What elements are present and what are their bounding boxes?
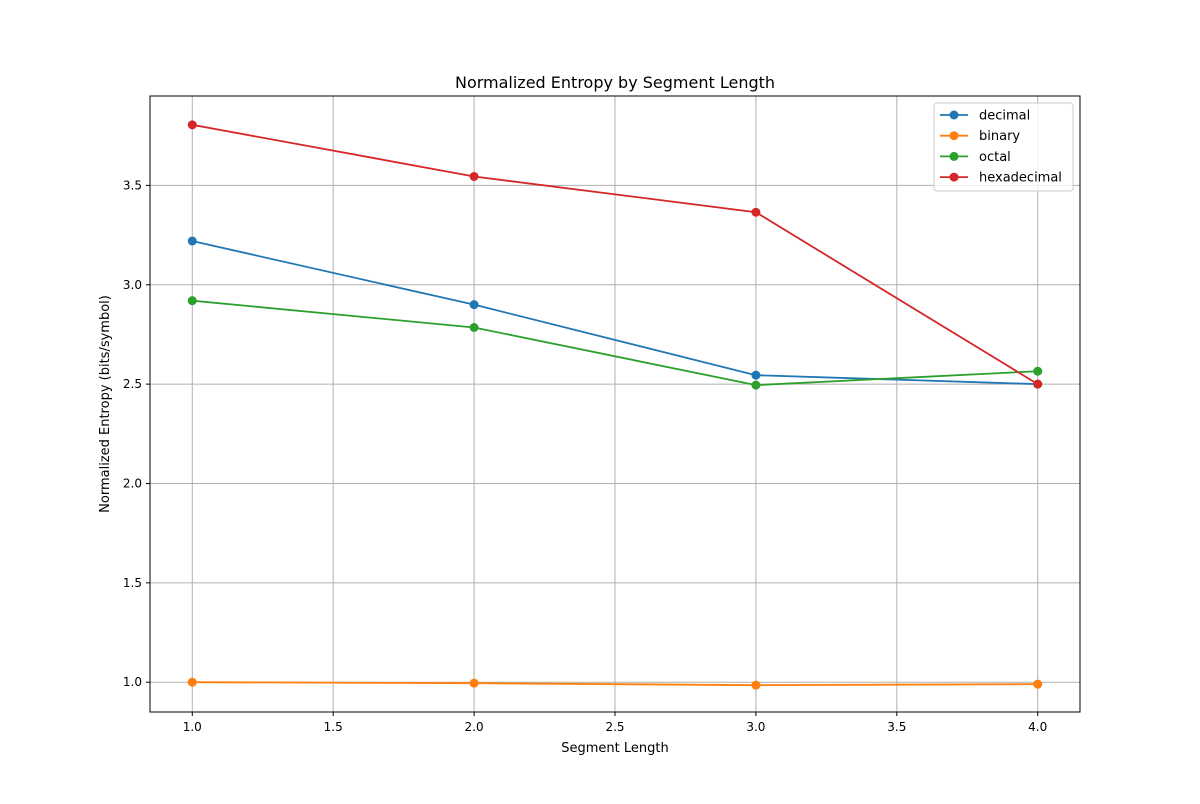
data-point-octal: [469, 322, 479, 332]
data-point-decimal: [187, 236, 197, 246]
series-line-binary: [192, 681, 1038, 687]
legend-marker-decimal: [949, 110, 959, 120]
data-point-binary: [469, 678, 479, 688]
legend-label-decimal: decimal: [979, 109, 1030, 124]
chart-title: Normalized Entropy by Segment Length: [455, 73, 775, 92]
legend-marker-hexadecimal: [949, 172, 959, 182]
data-point-decimal: [751, 370, 761, 380]
data-point-hexadecimal: [187, 120, 197, 130]
series-line-hexadecimal: [192, 123, 1039, 385]
data-point-decimal: [469, 300, 479, 310]
y-tick-label: 3.0: [123, 278, 142, 292]
legend-marker-binary: [949, 131, 959, 141]
x-axis-label: Segment Length: [561, 741, 668, 756]
data-point-binary: [1033, 679, 1043, 689]
data-point-octal: [1033, 366, 1043, 376]
data-point-octal: [751, 380, 761, 390]
series-layer: [187, 120, 1043, 690]
x-tick-label: 3.5: [887, 720, 906, 734]
series-line-octal: [192, 299, 1038, 387]
grid-layer: [150, 96, 1080, 712]
legend-box: [933, 102, 1074, 192]
series-octal: [187, 296, 1043, 390]
data-point-hexadecimal: [751, 207, 761, 217]
ticks-layer: 1.0 1.5 2.0 2.5 3.0 3.5 4.0 1.0 1.5 2.0 2.5 3.0 3.5: [123, 178, 1047, 734]
x-tick-label: 3.0: [746, 720, 765, 734]
data-point-hexadecimal: [1033, 379, 1043, 389]
x-tick-label: 1.0: [183, 720, 202, 734]
x-tick-label: 4.0: [1028, 720, 1047, 734]
legend-label-binary: binary: [979, 129, 1020, 144]
legend-marker-octal: [949, 151, 959, 161]
series-hexadecimal: [187, 120, 1043, 389]
legend-label-hexadecimal: hexadecimal: [979, 171, 1062, 186]
y-tick-label: 3.5: [123, 178, 142, 192]
series-line-decimal: [192, 240, 1038, 386]
series-binary: [187, 677, 1043, 690]
y-tick-label: 1.0: [123, 675, 142, 689]
y-tick-label: 1.5: [123, 576, 142, 590]
legend: decimal binary octal hexadecimal: [933, 102, 1074, 192]
y-tick-label: 2.0: [123, 476, 142, 490]
legend-label-octal: octal: [979, 150, 1011, 165]
x-tick-label: 1.5: [324, 720, 343, 734]
data-point-binary: [751, 680, 761, 690]
x-tick-label: 2.0: [465, 720, 484, 734]
y-axis-label: Normalized Entropy (bits/symbol): [98, 295, 113, 513]
y-tick-label: 2.5: [123, 377, 142, 391]
data-point-hexadecimal: [469, 171, 479, 181]
data-point-octal: [187, 296, 197, 306]
x-tick-label: 2.5: [605, 720, 624, 734]
data-point-binary: [187, 677, 197, 687]
